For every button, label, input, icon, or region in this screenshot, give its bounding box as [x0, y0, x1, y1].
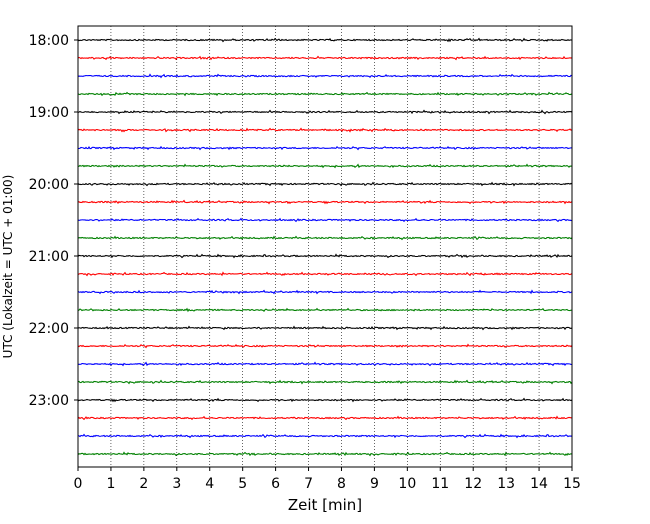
y-tick-label-21:00: 21:00 [29, 249, 69, 265]
trace-row-10 [77, 199, 573, 205]
x-tick-label-5: 5 [238, 476, 247, 492]
trace-row-1 [77, 37, 573, 43]
trace-row-7 [77, 145, 573, 151]
x-tick-label-12: 12 [464, 476, 482, 492]
x-tick-label-13: 13 [497, 476, 515, 492]
x-tick-label-10: 10 [398, 476, 416, 492]
x-tick-label-4: 4 [205, 476, 214, 492]
trace-row-3 [77, 73, 573, 79]
trace-row-19 [77, 361, 573, 367]
trace-row-17 [77, 325, 573, 331]
trace-row-9 [77, 181, 573, 187]
trace-row-12 [77, 235, 573, 241]
y-axis-ticks: 18:00 19:00 20:00 21:00 22:00 23:00 [29, 33, 78, 409]
trace-row-8 [77, 163, 573, 169]
trace-row-16 [77, 307, 573, 313]
trace-row-24 [77, 451, 573, 457]
x-tick-label-7: 7 [304, 476, 313, 492]
trace-row-2 [77, 55, 573, 61]
x-tick-label-1: 1 [106, 476, 115, 492]
trace-row-5 [77, 109, 573, 115]
trace-row-21 [77, 397, 573, 403]
trace-row-18 [77, 343, 573, 349]
y-axis-label: UTC (Lokalzeit = UTC + 01:00) [1, 175, 15, 359]
x-tick-label-9: 9 [370, 476, 379, 492]
trace-row-15 [77, 289, 573, 295]
trace-row-6 [77, 127, 573, 133]
x-tick-label-8: 8 [337, 476, 346, 492]
x-tick-label-6: 6 [271, 476, 280, 492]
y-tick-label-23:00: 23:00 [29, 393, 69, 409]
trace-row-13 [77, 253, 573, 259]
x-tick-label-15: 15 [563, 476, 581, 492]
trace-row-11 [77, 217, 573, 223]
plot-frame [77, 25, 573, 468]
x-axis-ticks: 0 1 2 3 4 5 6 7 8 9 10 11 12 13 14 15 [74, 467, 581, 492]
x-tick-label-11: 11 [431, 476, 449, 492]
trace-row-23 [77, 433, 573, 439]
y-tick-label-22:00: 22:00 [29, 321, 69, 337]
y-tick-label-20:00: 20:00 [29, 177, 69, 193]
x-tick-label-0: 0 [74, 476, 83, 492]
trace-group [77, 37, 573, 457]
trace-row-4 [77, 91, 573, 97]
trace-row-20 [77, 379, 573, 385]
trace-row-14 [77, 271, 573, 277]
y-tick-label-18:00: 18:00 [29, 33, 69, 49]
y-tick-label-19:00: 19:00 [29, 105, 69, 121]
x-tick-label-2: 2 [139, 476, 148, 492]
x-axis-label: Zeit [min] [288, 496, 362, 514]
trace-row-22 [77, 415, 573, 421]
x-tick-label-3: 3 [172, 476, 181, 492]
x-tick-label-14: 14 [530, 476, 548, 492]
